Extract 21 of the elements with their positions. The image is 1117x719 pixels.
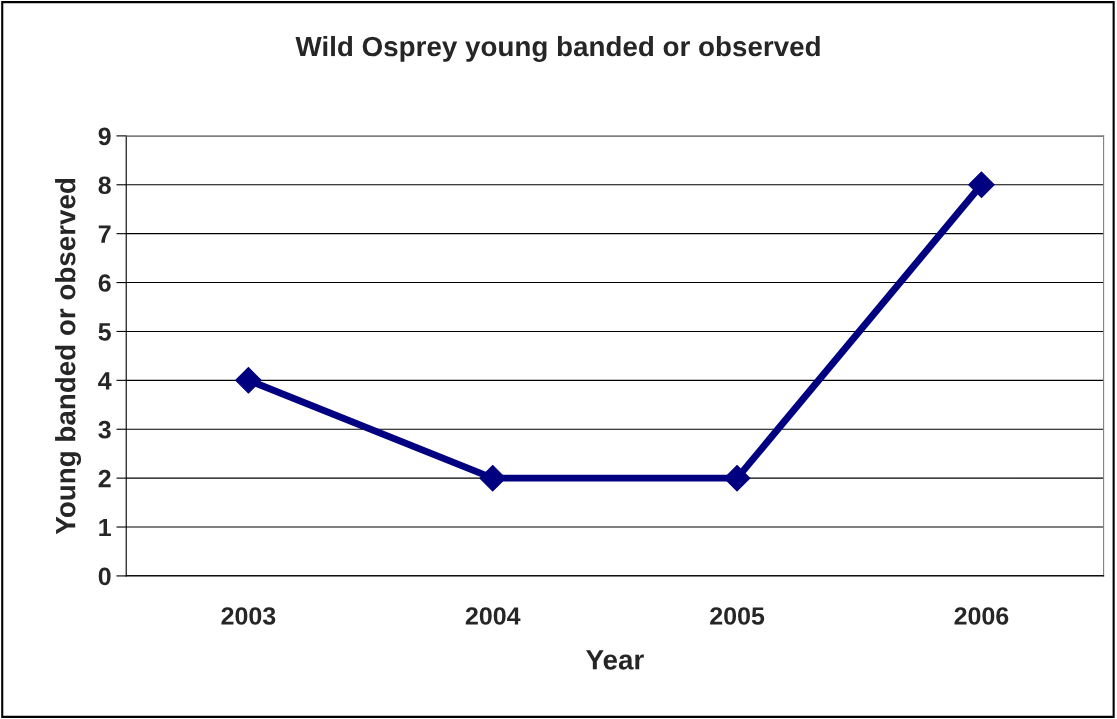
x-tick-label: 2004 xyxy=(465,607,521,625)
y-tick-label: 2 xyxy=(98,469,111,488)
y-tick-label: 9 xyxy=(98,127,111,146)
point xyxy=(723,464,751,492)
x-axis-title: Year xyxy=(586,650,644,670)
y-axis-title: Young banded or observed xyxy=(55,178,82,535)
y-tick-label: 6 xyxy=(98,274,111,292)
y-tick-label: 4 xyxy=(98,372,112,390)
point xyxy=(479,464,507,492)
y-tick-label: 5 xyxy=(98,323,111,341)
point xyxy=(968,171,995,199)
y-tick-label: 7 xyxy=(98,225,111,243)
y-tick-label: 0 xyxy=(98,567,111,586)
x-tick-label: 2003 xyxy=(221,607,276,625)
chart-title: Wild Osprey young banded or observed xyxy=(295,35,820,62)
point xyxy=(235,367,262,394)
x-tick-label: 2006 xyxy=(954,607,1009,625)
y-tick-label: 3 xyxy=(98,420,111,439)
y-tick-label: 8 xyxy=(98,176,111,195)
x-tick-label: 2005 xyxy=(710,607,765,625)
y-tick-label: 1 xyxy=(99,518,111,537)
